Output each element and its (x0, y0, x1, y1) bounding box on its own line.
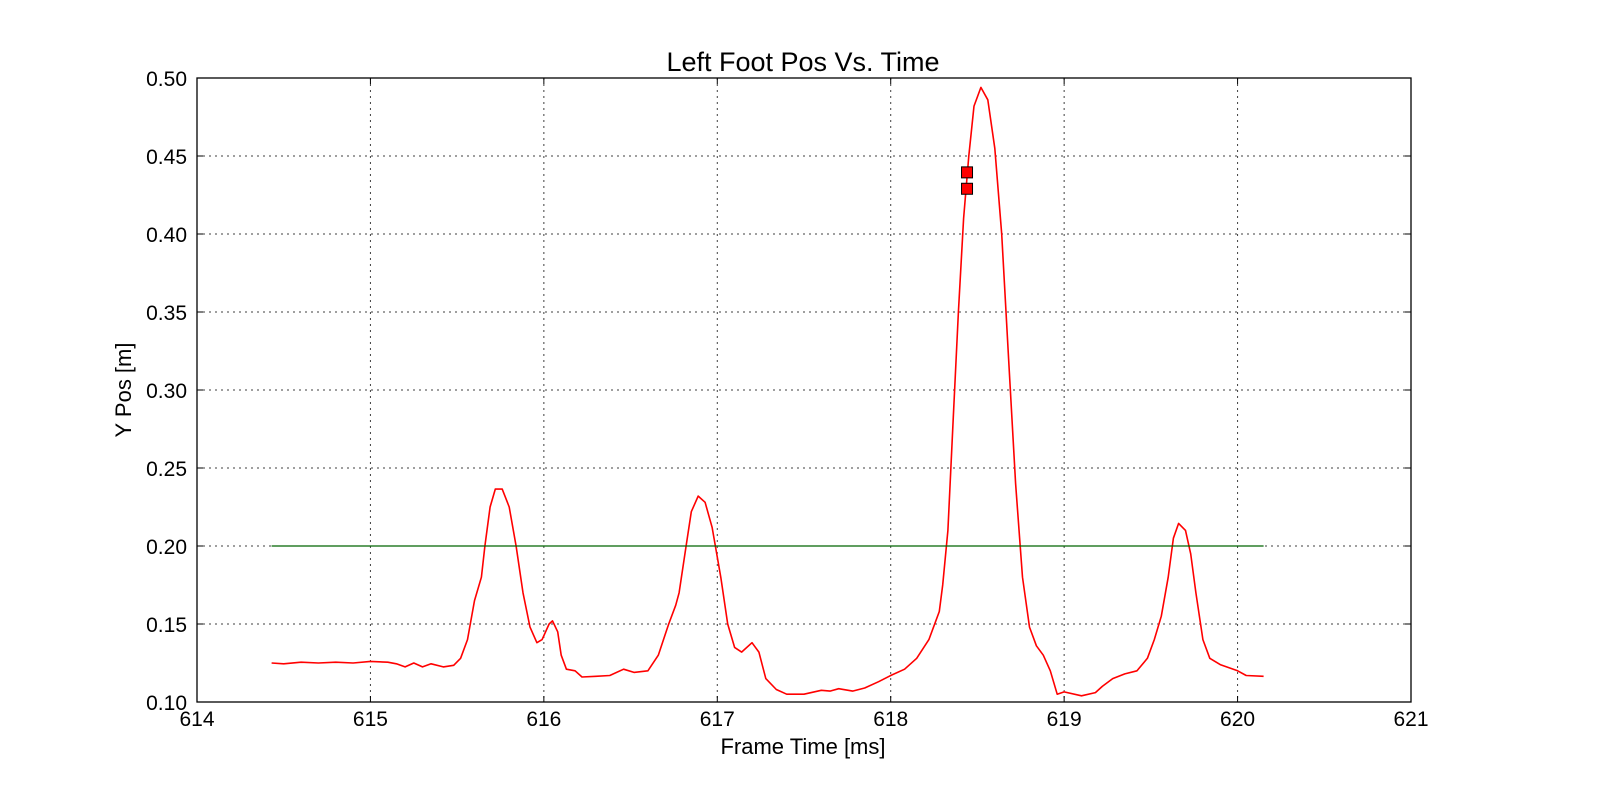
y-tick-label: 0.30 (146, 380, 187, 403)
x-tick-label: 620 (1220, 708, 1255, 731)
x-tick-label: 621 (1393, 708, 1428, 731)
y-tick-label: 0.40 (146, 224, 187, 247)
x-tick-label: 618 (873, 708, 908, 731)
square-marker (961, 182, 974, 195)
x-tick-label: 615 (353, 708, 388, 731)
y-tick-label: 0.50 (146, 68, 187, 91)
x-tick-label: 619 (1047, 708, 1082, 731)
y-tick-label: 0.45 (146, 146, 187, 169)
plot-frame (196, 77, 1412, 703)
grid (197, 78, 1411, 702)
x-tick-label: 616 (526, 708, 561, 731)
y-tick-label: 0.15 (146, 614, 187, 637)
markers (961, 166, 974, 195)
square-marker (961, 166, 974, 179)
position-series-line (271, 86, 1264, 697)
x-tick-label: 617 (700, 708, 735, 731)
y-tick-label: 0.20 (146, 536, 187, 559)
y-axis-label: Y Pos [m] (111, 343, 136, 438)
y-tick-label: 0.25 (146, 458, 187, 481)
ticks: 614 615 616 617 618 619 620 621 0.10 0.15 0.20 0.25… (146, 68, 1428, 731)
y-tick-label: 0.10 (146, 692, 187, 715)
x-tick-label: 614 (179, 708, 214, 731)
x-axis-label: Frame Time [ms] (720, 734, 885, 759)
chart-title: Left Foot Pos Vs. Time (666, 47, 939, 77)
series (271, 86, 1264, 697)
y-tick-label: 0.35 (146, 302, 187, 325)
